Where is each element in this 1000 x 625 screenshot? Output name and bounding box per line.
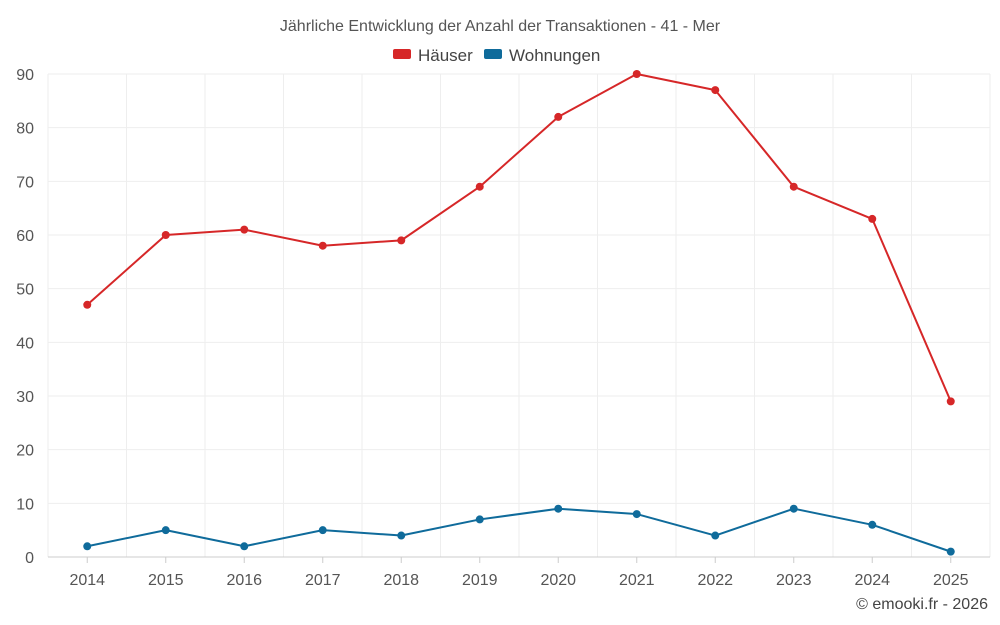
x-tick-label: 2020: [540, 572, 576, 589]
data-point-haeuser[interactable]: [554, 112, 563, 121]
x-tick-label: 2019: [462, 572, 498, 589]
series: [83, 70, 955, 556]
data-point-haeuser[interactable]: [632, 70, 641, 78]
y-tick-label: 80: [16, 121, 34, 138]
data-point-wohnungen[interactable]: [240, 542, 249, 551]
y-tick-label: 30: [16, 389, 34, 406]
data-point-wohnungen[interactable]: [868, 520, 877, 529]
y-tick-label: 40: [16, 335, 34, 352]
data-point-haeuser[interactable]: [475, 182, 484, 191]
x-tick-label: 2021: [619, 572, 655, 589]
x-tick-label: 2018: [383, 572, 419, 589]
data-point-wohnungen[interactable]: [318, 526, 327, 535]
x-tick-label: 2025: [933, 572, 969, 589]
chart-title: Jährliche Entwicklung der Anzahl der Tra…: [280, 18, 721, 35]
axes: 0 10 20 30 40 50 60 70 80 90 2014 2015 2016 2017 2018 2…: [16, 67, 990, 589]
legend-label-wohnungen: Wohnungen: [509, 46, 600, 65]
data-point-haeuser[interactable]: [711, 86, 720, 95]
data-point-wohnungen[interactable]: [789, 504, 798, 513]
series-line-wohnungen: [87, 507, 952, 553]
y-tick-label: 60: [16, 228, 34, 245]
data-point-wohnungen[interactable]: [83, 542, 92, 551]
data-point-wohnungen[interactable]: [632, 510, 641, 519]
data-point-haeuser[interactable]: [868, 214, 877, 223]
data-point-haeuser[interactable]: [83, 300, 92, 309]
x-tick-label: 2024: [854, 572, 890, 589]
x-tick-label: 2014: [69, 572, 105, 589]
y-tick-label: 20: [16, 443, 34, 460]
x-tick-label: 2022: [697, 572, 733, 589]
data-point-wohnungen[interactable]: [397, 531, 406, 540]
legend-item-wohnungen[interactable]: Wohnungen: [484, 46, 600, 65]
data-point-wohnungen[interactable]: [946, 547, 955, 556]
y-tick-label: 70: [16, 174, 34, 191]
data-point-wohnungen[interactable]: [554, 504, 563, 513]
data-point-haeuser[interactable]: [240, 225, 249, 234]
x-tick-label: 2023: [776, 572, 812, 589]
data-point-wohnungen[interactable]: [161, 526, 170, 535]
legend-swatch-wohnungen: [484, 49, 502, 59]
data-point-haeuser[interactable]: [318, 241, 327, 250]
x-tick-label: 2015: [148, 572, 184, 589]
credit-text: © emooki.fr - 2026: [856, 596, 988, 613]
x-tick-label: 2017: [305, 572, 341, 589]
data-point-wohnungen[interactable]: [475, 515, 484, 524]
y-tick-label: 10: [16, 496, 34, 513]
legend: Häuser Wohnungen: [393, 46, 600, 65]
x-tick-label: 2016: [226, 572, 262, 589]
data-point-haeuser[interactable]: [397, 236, 406, 245]
y-tick-label: 50: [16, 282, 34, 299]
legend-item-haeuser[interactable]: Häuser: [393, 46, 473, 65]
grid: [47, 73, 991, 557]
data-point-haeuser[interactable]: [946, 397, 955, 406]
series-line-haeuser: [86, 73, 952, 402]
y-tick-label: 90: [16, 67, 34, 84]
data-point-haeuser[interactable]: [789, 182, 798, 191]
legend-swatch-haeuser: [393, 49, 411, 59]
y-tick-label: 0: [25, 550, 34, 567]
data-point-haeuser[interactable]: [161, 231, 170, 239]
legend-label-haeuser: Häuser: [418, 46, 473, 65]
data-point-wohnungen[interactable]: [711, 531, 720, 540]
